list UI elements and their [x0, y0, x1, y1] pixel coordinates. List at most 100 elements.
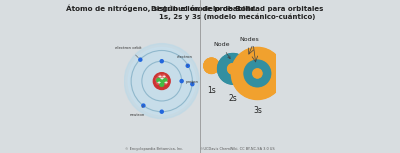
- Circle shape: [209, 64, 214, 68]
- Circle shape: [240, 56, 275, 91]
- Circle shape: [207, 62, 216, 70]
- Circle shape: [255, 71, 260, 76]
- Circle shape: [228, 64, 238, 74]
- Circle shape: [218, 54, 248, 84]
- Circle shape: [204, 58, 219, 73]
- Circle shape: [221, 57, 245, 81]
- Circle shape: [209, 63, 214, 68]
- Circle shape: [236, 52, 279, 95]
- Circle shape: [228, 64, 238, 74]
- Circle shape: [217, 53, 248, 84]
- Circle shape: [239, 55, 276, 92]
- Circle shape: [218, 53, 248, 84]
- Circle shape: [237, 53, 278, 94]
- Circle shape: [210, 65, 213, 67]
- Circle shape: [210, 64, 213, 67]
- Circle shape: [224, 60, 242, 78]
- Circle shape: [231, 67, 235, 71]
- Circle shape: [210, 64, 213, 68]
- Circle shape: [238, 54, 277, 93]
- Circle shape: [235, 51, 280, 96]
- Circle shape: [228, 64, 238, 73]
- Circle shape: [142, 104, 145, 107]
- Circle shape: [207, 61, 216, 71]
- Circle shape: [223, 59, 242, 78]
- Circle shape: [231, 47, 284, 100]
- Text: electron: electron: [176, 55, 192, 66]
- Circle shape: [230, 66, 236, 72]
- Circle shape: [203, 58, 220, 74]
- Circle shape: [210, 65, 212, 67]
- Circle shape: [221, 57, 244, 80]
- Circle shape: [204, 58, 219, 73]
- Circle shape: [203, 58, 220, 74]
- Circle shape: [245, 61, 270, 86]
- Circle shape: [206, 60, 217, 71]
- Circle shape: [249, 65, 266, 82]
- Circle shape: [253, 69, 262, 78]
- Circle shape: [205, 59, 218, 72]
- Circle shape: [205, 59, 218, 72]
- Circle shape: [210, 65, 212, 67]
- Circle shape: [203, 57, 220, 74]
- Circle shape: [225, 61, 241, 77]
- Circle shape: [222, 58, 244, 80]
- Circle shape: [230, 66, 235, 71]
- Circle shape: [206, 60, 217, 72]
- Circle shape: [153, 73, 170, 90]
- Circle shape: [224, 60, 242, 77]
- Text: Nodes: Nodes: [240, 37, 259, 42]
- Circle shape: [225, 61, 241, 77]
- Circle shape: [233, 49, 282, 98]
- Circle shape: [160, 60, 163, 63]
- Circle shape: [239, 55, 276, 92]
- Circle shape: [205, 60, 218, 72]
- Circle shape: [220, 56, 246, 82]
- Circle shape: [227, 63, 239, 75]
- Circle shape: [224, 60, 242, 78]
- Circle shape: [204, 59, 219, 73]
- Circle shape: [204, 58, 219, 73]
- Circle shape: [229, 65, 236, 73]
- Circle shape: [222, 58, 243, 79]
- Circle shape: [234, 50, 280, 97]
- Circle shape: [231, 67, 235, 71]
- Circle shape: [207, 61, 216, 70]
- Circle shape: [208, 63, 215, 69]
- Circle shape: [232, 48, 282, 99]
- Circle shape: [231, 67, 234, 70]
- Circle shape: [211, 65, 212, 66]
- Circle shape: [219, 55, 247, 83]
- Circle shape: [237, 53, 278, 93]
- Circle shape: [229, 65, 237, 73]
- Circle shape: [218, 54, 248, 84]
- Circle shape: [217, 53, 249, 85]
- Circle shape: [223, 59, 243, 79]
- Text: neutron: neutron: [130, 106, 145, 117]
- Circle shape: [238, 54, 276, 93]
- Circle shape: [206, 60, 217, 71]
- Text: 2s: 2s: [228, 94, 237, 103]
- Circle shape: [227, 63, 239, 75]
- Circle shape: [204, 58, 219, 74]
- Text: Átomo de nitrógeno, según el modelo de Bohr.: Átomo de nitrógeno, según el modelo de B…: [66, 5, 256, 12]
- Circle shape: [238, 54, 277, 93]
- Circle shape: [246, 62, 269, 85]
- Text: 1s: 1s: [207, 86, 216, 95]
- Circle shape: [139, 58, 142, 61]
- Circle shape: [229, 65, 237, 73]
- Text: Distribución de probabilidad para orbitales
1s, 2s y 3s (modelo mecánico-cuántic: Distribución de probabilidad para orbita…: [151, 5, 324, 20]
- Circle shape: [208, 62, 215, 70]
- Circle shape: [230, 66, 236, 71]
- Circle shape: [254, 70, 261, 77]
- Circle shape: [161, 74, 166, 79]
- Circle shape: [209, 63, 214, 68]
- Circle shape: [247, 63, 268, 84]
- Circle shape: [209, 63, 214, 68]
- Circle shape: [207, 62, 216, 70]
- Circle shape: [203, 58, 220, 74]
- Circle shape: [233, 49, 282, 98]
- Circle shape: [208, 62, 215, 69]
- Circle shape: [211, 65, 212, 67]
- Circle shape: [232, 48, 283, 99]
